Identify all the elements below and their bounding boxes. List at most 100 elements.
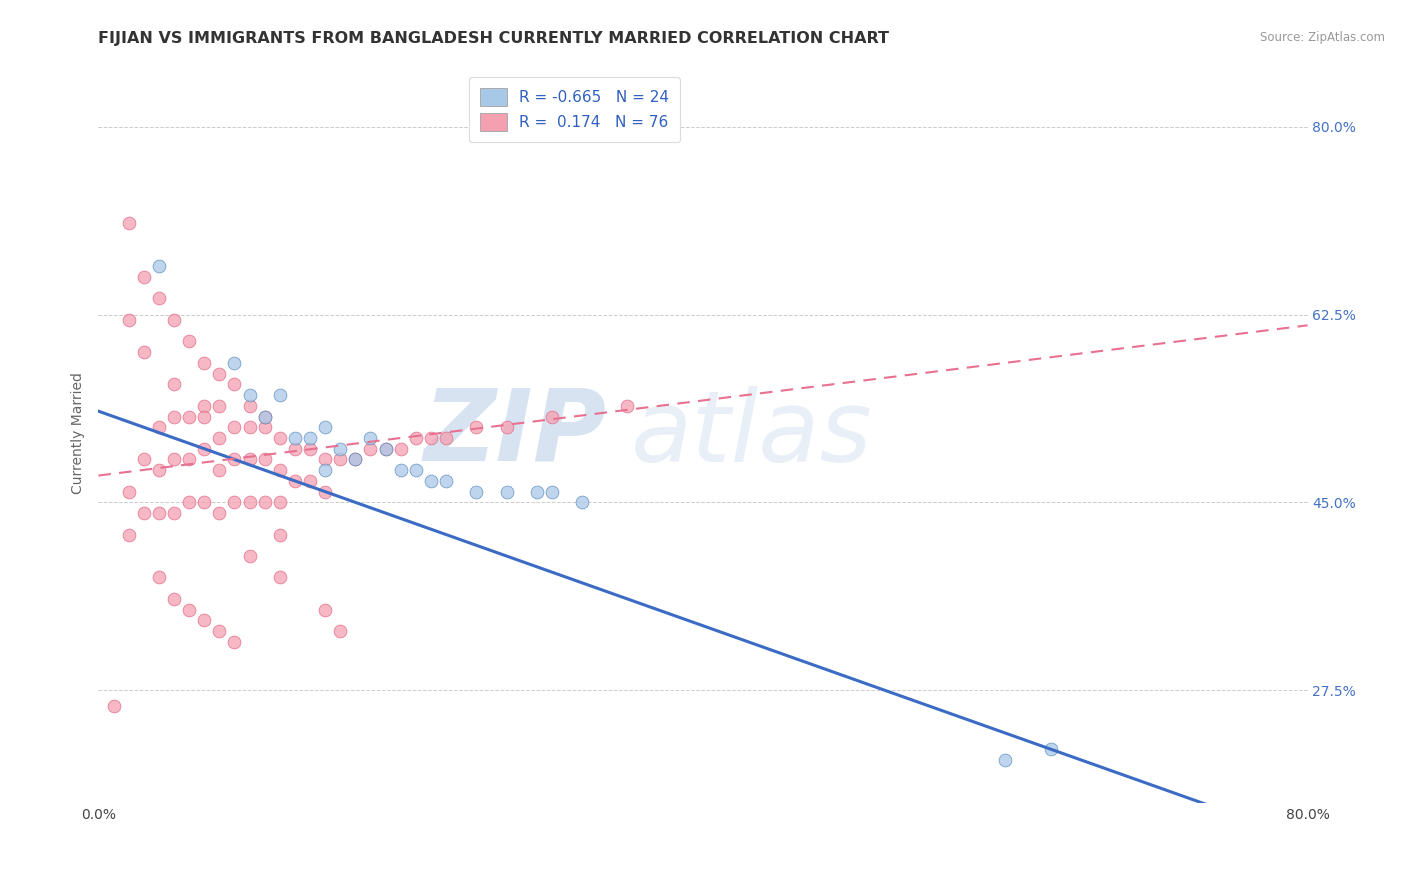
Point bbox=[269, 463, 291, 477]
Point bbox=[163, 409, 186, 424]
Point bbox=[344, 452, 367, 467]
Point bbox=[148, 506, 170, 520]
Point bbox=[1039, 742, 1062, 756]
Point bbox=[118, 484, 141, 499]
Text: ZIP: ZIP bbox=[423, 384, 606, 481]
Point bbox=[314, 602, 336, 616]
Point bbox=[239, 452, 262, 467]
Point bbox=[103, 699, 125, 714]
Point bbox=[193, 495, 215, 509]
Point bbox=[269, 527, 291, 541]
Point bbox=[163, 313, 186, 327]
Y-axis label: Currently Married: Currently Married bbox=[72, 372, 86, 493]
Point bbox=[132, 345, 155, 359]
Point bbox=[208, 506, 231, 520]
Point bbox=[193, 409, 215, 424]
Point bbox=[224, 356, 246, 370]
Point bbox=[405, 463, 427, 477]
Point bbox=[314, 463, 336, 477]
Point bbox=[179, 452, 201, 467]
Point bbox=[132, 452, 155, 467]
Point bbox=[148, 292, 170, 306]
Point bbox=[239, 495, 262, 509]
Point bbox=[193, 614, 215, 628]
Point bbox=[434, 431, 457, 445]
Point bbox=[616, 399, 638, 413]
Point bbox=[224, 420, 246, 434]
Point bbox=[179, 495, 201, 509]
Point bbox=[253, 409, 276, 424]
Point bbox=[193, 442, 215, 456]
Point bbox=[389, 463, 412, 477]
Point bbox=[163, 452, 186, 467]
Point bbox=[314, 452, 336, 467]
Point bbox=[208, 367, 231, 381]
Point bbox=[208, 431, 231, 445]
Point bbox=[284, 474, 307, 488]
Point bbox=[224, 635, 246, 649]
Point bbox=[299, 431, 322, 445]
Text: atlas: atlas bbox=[630, 386, 872, 483]
Point bbox=[239, 399, 262, 413]
Point bbox=[148, 260, 170, 274]
Point bbox=[540, 409, 562, 424]
Point bbox=[465, 484, 488, 499]
Point bbox=[405, 431, 427, 445]
Point bbox=[163, 591, 186, 606]
Point bbox=[389, 442, 412, 456]
Point bbox=[118, 216, 141, 230]
Point bbox=[420, 431, 443, 445]
Point bbox=[420, 474, 443, 488]
Point bbox=[284, 431, 307, 445]
Point bbox=[269, 570, 291, 584]
Point bbox=[179, 602, 201, 616]
Point bbox=[344, 452, 367, 467]
Point bbox=[148, 420, 170, 434]
Point bbox=[994, 753, 1017, 767]
Point bbox=[224, 452, 246, 467]
Point bbox=[239, 420, 262, 434]
Point bbox=[299, 474, 322, 488]
Point bbox=[163, 506, 186, 520]
Point bbox=[284, 442, 307, 456]
Point bbox=[495, 420, 517, 434]
Point bbox=[360, 431, 382, 445]
Point bbox=[374, 442, 396, 456]
Point bbox=[239, 388, 262, 402]
Point bbox=[329, 452, 352, 467]
Point bbox=[299, 442, 322, 456]
Point bbox=[269, 495, 291, 509]
Point bbox=[314, 484, 336, 499]
Point bbox=[208, 463, 231, 477]
Point bbox=[224, 495, 246, 509]
Point bbox=[208, 399, 231, 413]
Point bbox=[434, 474, 457, 488]
Point bbox=[193, 399, 215, 413]
Point bbox=[495, 484, 517, 499]
Point bbox=[314, 420, 336, 434]
Point bbox=[329, 624, 352, 639]
Point bbox=[239, 549, 262, 563]
Text: Source: ZipAtlas.com: Source: ZipAtlas.com bbox=[1260, 31, 1385, 45]
Point bbox=[571, 495, 593, 509]
Point bbox=[179, 334, 201, 349]
Legend: R = -0.665   N = 24, R =  0.174   N = 76: R = -0.665 N = 24, R = 0.174 N = 76 bbox=[468, 78, 681, 142]
Point bbox=[118, 527, 141, 541]
Text: FIJIAN VS IMMIGRANTS FROM BANGLADESH CURRENTLY MARRIED CORRELATION CHART: FIJIAN VS IMMIGRANTS FROM BANGLADESH CUR… bbox=[98, 31, 890, 46]
Point bbox=[148, 463, 170, 477]
Point bbox=[224, 377, 246, 392]
Point bbox=[465, 420, 488, 434]
Point bbox=[329, 442, 352, 456]
Point bbox=[208, 624, 231, 639]
Point bbox=[132, 506, 155, 520]
Point bbox=[253, 409, 276, 424]
Point bbox=[269, 388, 291, 402]
Point bbox=[179, 409, 201, 424]
Point bbox=[269, 431, 291, 445]
Point bbox=[374, 442, 396, 456]
Point bbox=[526, 484, 548, 499]
Point bbox=[163, 377, 186, 392]
Point bbox=[148, 570, 170, 584]
Point bbox=[540, 484, 562, 499]
Point bbox=[253, 495, 276, 509]
